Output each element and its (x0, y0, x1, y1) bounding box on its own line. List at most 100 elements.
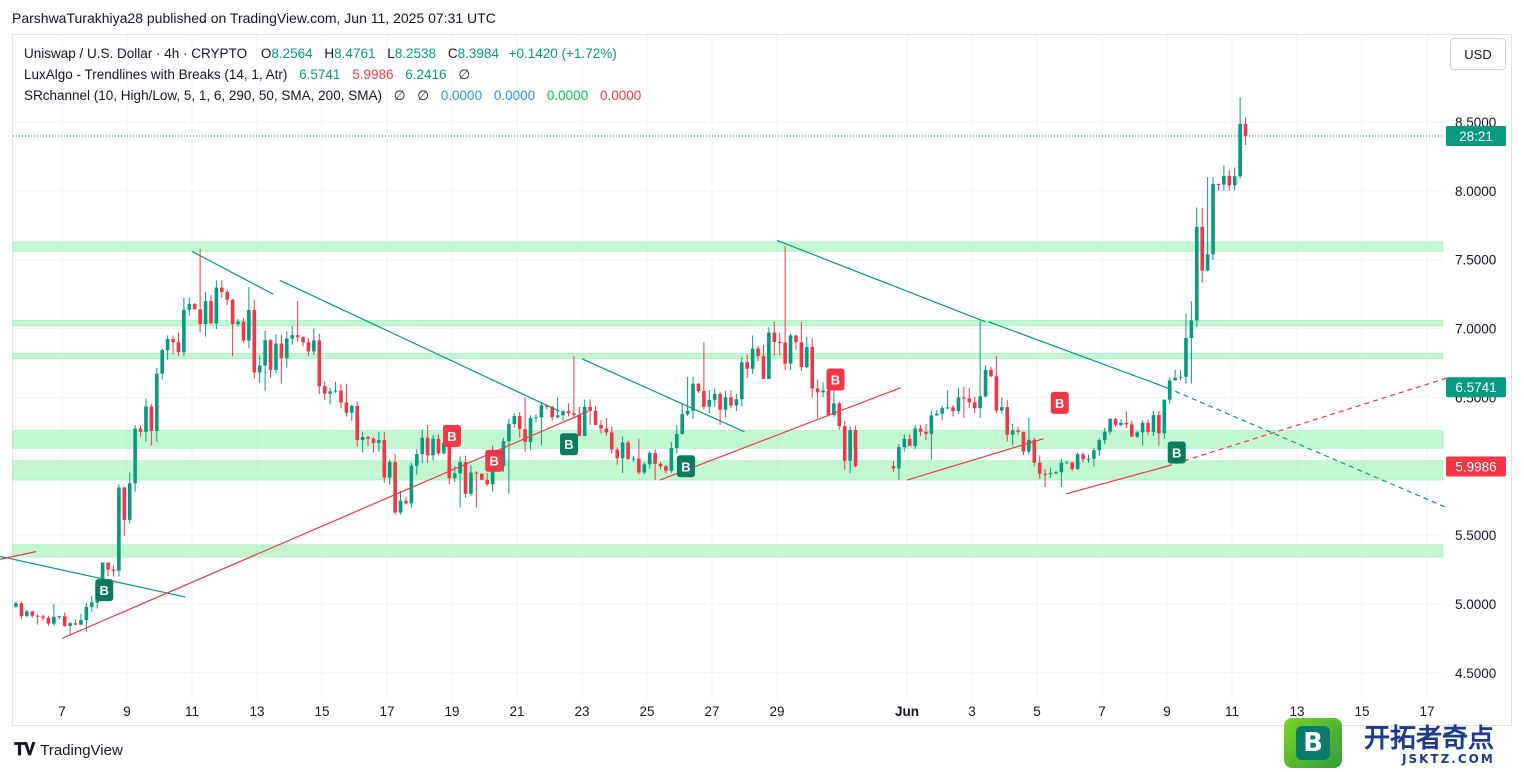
break-marker-bull: B (1167, 441, 1186, 464)
candle-body (127, 483, 132, 520)
candle-body (572, 413, 576, 415)
legend-srchannel-na-2: ∅ (417, 88, 430, 103)
candle-body (1113, 418, 1118, 425)
candle-body (794, 335, 798, 343)
candle-body (1097, 440, 1102, 451)
candle-body (907, 438, 912, 446)
candle-body (1086, 458, 1091, 460)
y-axis-tick-label: 5.5000 (1455, 528, 1496, 543)
legend-luxalgo-value-1: 6.5741 (299, 67, 341, 82)
candle-body (106, 562, 110, 570)
candle-body (1162, 399, 1167, 434)
trendline-projection (1166, 387, 1447, 509)
candle-body (924, 431, 928, 434)
candle-body (978, 396, 982, 409)
candle-body (474, 472, 479, 474)
candle-body (247, 310, 251, 341)
candle-body (431, 438, 435, 456)
candle-body (89, 602, 94, 607)
candle-body (420, 437, 425, 455)
price-label: 28:21 (1459, 129, 1493, 144)
candle-body (837, 403, 842, 427)
candle-body (339, 390, 343, 403)
trendline-resistance (191, 250, 274, 295)
candle-body (144, 406, 148, 432)
candle-body (1048, 473, 1053, 475)
break-marker-bear: B (826, 368, 845, 391)
candle-body (436, 438, 441, 454)
candle-body (84, 606, 89, 621)
legend-symbol[interactable]: Uniswap / U.S. Dollar · 4h · CRYPTO O8.2… (24, 46, 617, 61)
candle-body (68, 623, 72, 626)
candle-body (1232, 176, 1237, 186)
candle-body (1037, 462, 1042, 474)
tradingview-logo-icon: 𝐓𝐕 (14, 740, 35, 759)
candle-body (962, 397, 966, 399)
sr-zone (12, 430, 1444, 449)
candle-body (913, 428, 917, 446)
candle-body (897, 447, 901, 469)
candle-body (1167, 380, 1172, 400)
break-marker-bull: B (95, 579, 114, 602)
candle-body (1146, 422, 1150, 432)
candle-body (214, 287, 219, 324)
candle-body (1173, 377, 1177, 381)
candle-body (528, 418, 533, 442)
x-axis-tick-label: 21 (509, 704, 524, 719)
candle-body (507, 423, 511, 442)
candle-body (447, 442, 452, 479)
candle-body (1178, 376, 1183, 378)
candle-body (485, 479, 490, 485)
break-marker-label: B (490, 454, 499, 469)
candle-body (241, 321, 246, 341)
tradingview-logo[interactable]: 𝐓𝐕 TradingView (14, 740, 123, 760)
legend-luxalgo[interactable]: LuxAlgo - Trendlines with Breaks (14, 1,… (24, 67, 470, 83)
candle-body (810, 347, 815, 389)
candle-body (1124, 422, 1129, 425)
chart-pane[interactable] (12, 34, 1512, 726)
candle-body (848, 430, 852, 461)
sr-zone (12, 353, 1444, 360)
candle-body (1135, 432, 1140, 437)
candle-body (1070, 462, 1075, 469)
candle-body (647, 452, 652, 465)
candle-body (588, 406, 592, 411)
candle-body (940, 408, 945, 414)
candle-body (344, 402, 349, 413)
candle-body (138, 428, 143, 432)
legend-open-value: 8.2564 (271, 46, 313, 61)
candle-body (274, 343, 278, 370)
candle-body (561, 411, 565, 416)
legend-luxalgo-name: LuxAlgo - Trendlines with Breaks (14, 1,… (24, 67, 288, 82)
candle-body (219, 287, 224, 293)
candle-body (523, 429, 527, 442)
candle-body (236, 321, 240, 325)
candle-body (79, 620, 83, 625)
x-axis-tick-label: 13 (249, 704, 264, 719)
legend-luxalgo-value-3: 6.2416 (405, 67, 447, 82)
candle-body (301, 337, 305, 343)
candle-body (517, 416, 522, 430)
candle-body (209, 301, 213, 324)
candle-body (501, 441, 506, 467)
x-axis-tick-label: 17 (379, 704, 394, 719)
candle-body (100, 562, 105, 591)
candle-body (14, 603, 18, 607)
break-marker-bull: B (677, 455, 695, 478)
candle-body (712, 393, 717, 400)
candle-body (1027, 439, 1031, 452)
legend-srchannel[interactable]: SRchannel (10, High/Low, 5, 1, 6, 290, 5… (24, 88, 641, 104)
candle-body (593, 410, 598, 425)
candle-body (1151, 415, 1156, 432)
candle-body (539, 405, 544, 418)
candle-body (1119, 422, 1123, 425)
trendline-resistance (279, 279, 560, 412)
candle-body (1157, 415, 1161, 434)
candle-body (333, 390, 338, 392)
candle-body (642, 464, 647, 473)
candle-body (355, 405, 360, 441)
x-axis-tick-label: 23 (574, 704, 589, 719)
trendline-resistance (581, 358, 745, 433)
currency-button[interactable]: USD (1450, 38, 1506, 70)
